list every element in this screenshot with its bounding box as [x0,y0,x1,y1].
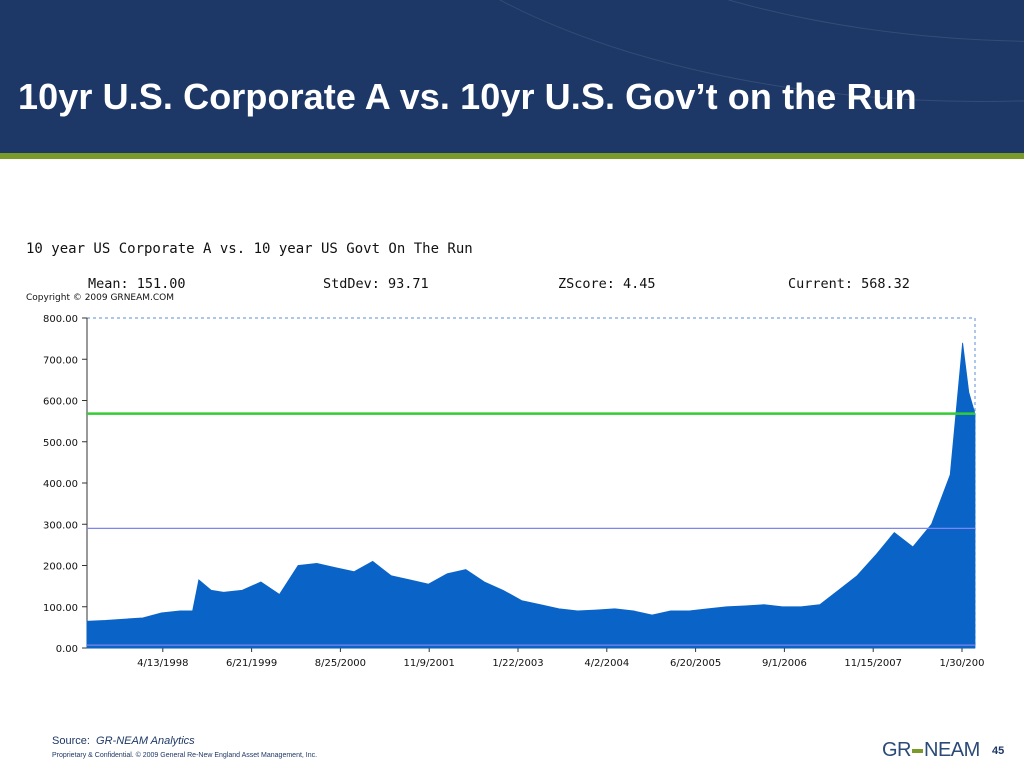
chart-copyright: Copyright © 2009 GRNEAM.COM [26,293,175,303]
header-accent-bar [0,153,1024,159]
page-number: 45 [992,745,1005,757]
source-note: Source: GR-NEAM Analytics [52,735,195,747]
x-tick-label: 6/21/1999 [226,658,277,669]
y-tick-label: 500.00 [43,438,78,449]
x-tick-label: 11/15/2007 [844,658,902,669]
spread-chart: 800.00 700.00 600.00 500.00 400.00 300.00 200.… [43,314,984,669]
y-tick-label: 600.00 [43,397,78,408]
x-tick-label: 6/20/2005 [670,658,721,669]
x-tick-label: 9/1/2006 [762,658,807,669]
x-tick-label: 4/13/1998 [137,658,188,669]
chart-series [86,342,976,649]
company-logo: GR NEAM [882,739,980,762]
stat-current: Current: 568.32 [788,276,910,292]
slide-title: 10yr U.S. Corporate A vs. 10yr U.S. Gov’… [18,76,917,117]
y-tick-label: 200.00 [43,562,78,573]
y-tick-label: 800.00 [43,314,78,325]
footer-proprietary: Proprietary & Confidential. © 2009 Gener… [52,752,318,759]
y-tick-label: 700.00 [43,355,78,366]
source-label: Source: [52,735,90,747]
y-tick-label: 400.00 [43,479,78,490]
stat-stddev: StdDev: 93.71 [323,276,429,292]
source-value: GR-NEAM Analytics [96,735,195,747]
logo-text-right: NEAM [924,739,980,761]
logo-text-left: GR [882,739,912,761]
stat-zscore: ZScore: 4.45 [558,276,656,292]
y-tick-label: 0.00 [56,644,78,655]
chart-tick-labels: 800.00 700.00 600.00 500.00 400.00 300.00 200.… [43,314,984,669]
stat-mean: Mean: 151.00 [88,276,186,292]
y-tick-label: 100.00 [43,603,78,614]
x-tick-label: 11/9/2001 [404,658,455,669]
y-tick-label: 300.00 [43,520,78,531]
x-tick-label: 1/22/2003 [492,658,543,669]
x-tick-label: 1/30/200 [940,658,985,669]
chart-title: 10 year US Corporate A vs. 10 year US Go… [26,241,473,257]
chart-reference-lines [87,412,975,646]
series-area [86,342,976,649]
logo-dash-icon [912,748,923,753]
x-tick-label: 4/2/2004 [584,658,629,669]
x-tick-label: 8/25/2000 [315,658,366,669]
slide-header: 10yr U.S. Corporate A vs. 10yr U.S. Gov’… [0,0,1024,153]
